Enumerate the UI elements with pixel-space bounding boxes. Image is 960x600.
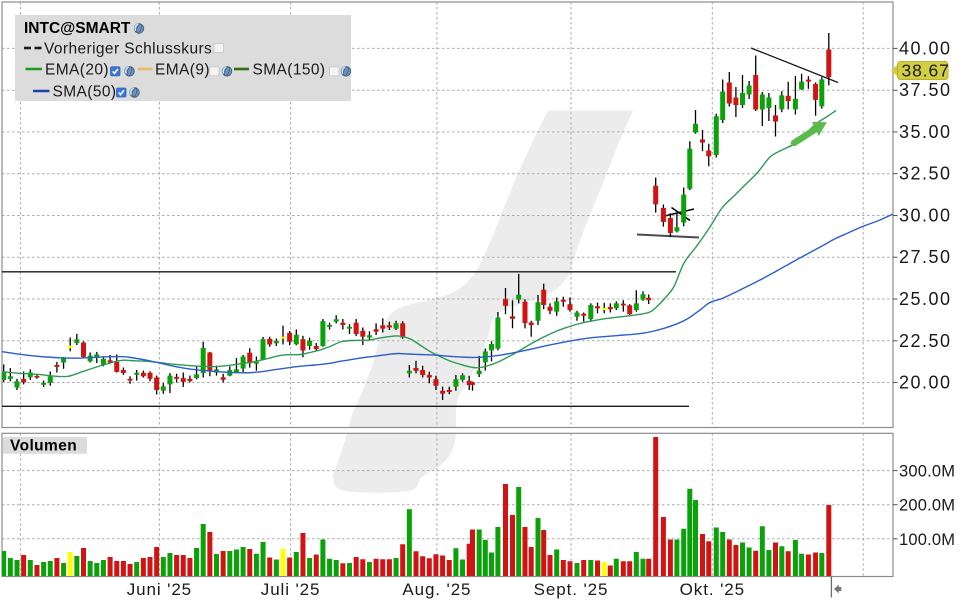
- svg-text:38.67: 38.67: [902, 61, 950, 81]
- svg-text:30.00: 30.00: [899, 206, 952, 226]
- svg-text:32.50: 32.50: [899, 164, 952, 184]
- svg-text:Aug. '25: Aug. '25: [402, 580, 471, 599]
- svg-text:Volumen: Volumen: [10, 438, 77, 455]
- svg-text:Juli '25: Juli '25: [261, 580, 321, 599]
- svg-text:100.0M: 100.0M: [899, 531, 955, 549]
- svg-text:SMA(50): SMA(50): [53, 84, 117, 101]
- svg-text:Sept. '25: Sept. '25: [534, 580, 609, 599]
- svg-text:200.0M: 200.0M: [899, 497, 955, 515]
- svg-text:SMA(150): SMA(150): [253, 62, 326, 79]
- svg-text:27.50: 27.50: [899, 247, 952, 267]
- svg-text:EMA(9): EMA(9): [155, 62, 210, 79]
- svg-text:25.00: 25.00: [899, 289, 952, 309]
- svg-text:EMA(20): EMA(20): [45, 62, 109, 79]
- svg-text:20.00: 20.00: [899, 373, 952, 393]
- svg-text:INTC@SMART: INTC@SMART: [24, 20, 131, 37]
- svg-text:300.0M: 300.0M: [899, 463, 955, 481]
- svg-text:40.00: 40.00: [899, 38, 952, 58]
- svg-text:37.50: 37.50: [899, 80, 952, 100]
- svg-text:35.00: 35.00: [899, 122, 952, 142]
- svg-text:Juni '25: Juni '25: [127, 580, 192, 599]
- svg-text:Vorheriger Schlusskurs: Vorheriger Schlusskurs: [44, 41, 212, 58]
- svg-text:22.50: 22.50: [899, 331, 952, 351]
- svg-text:Okt. '25: Okt. '25: [680, 580, 745, 599]
